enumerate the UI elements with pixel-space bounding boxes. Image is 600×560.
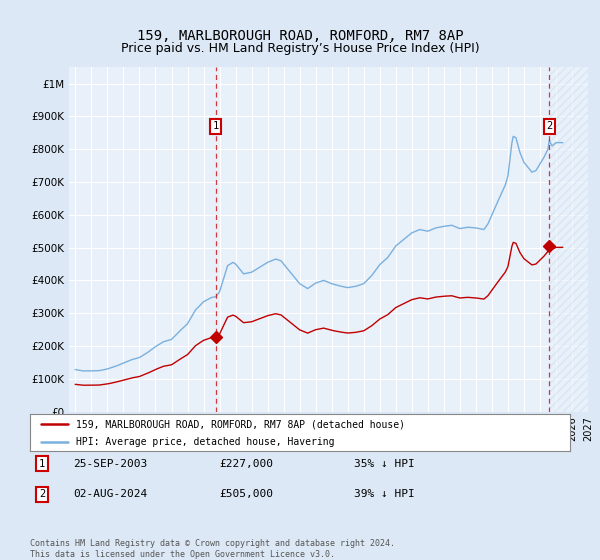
- Text: 02-AUG-2024: 02-AUG-2024: [73, 489, 148, 500]
- Text: 159, MARLBOROUGH ROAD, ROMFORD, RM7 8AP: 159, MARLBOROUGH ROAD, ROMFORD, RM7 8AP: [137, 29, 463, 43]
- Bar: [549, 67, 588, 412]
- Text: HPI: Average price, detached house, Havering: HPI: Average price, detached house, Have…: [76, 437, 334, 447]
- Text: 159, MARLBOROUGH ROAD, ROMFORD, RM7 8AP (detached house): 159, MARLBOROUGH ROAD, ROMFORD, RM7 8AP …: [76, 419, 405, 429]
- Bar: [549, 67, 588, 412]
- Text: Price paid vs. HM Land Registry’s House Price Index (HPI): Price paid vs. HM Land Registry’s House …: [121, 42, 479, 55]
- Text: 2: 2: [546, 122, 553, 131]
- Text: 35% ↓ HPI: 35% ↓ HPI: [354, 459, 415, 469]
- Text: £505,000: £505,000: [219, 489, 273, 500]
- Text: 1: 1: [212, 122, 218, 131]
- Text: £227,000: £227,000: [219, 459, 273, 469]
- Bar: [549, 67, 588, 412]
- Text: Contains HM Land Registry data © Crown copyright and database right 2024.
This d: Contains HM Land Registry data © Crown c…: [30, 539, 395, 559]
- Text: 25-SEP-2003: 25-SEP-2003: [73, 459, 148, 469]
- Text: 2: 2: [39, 489, 45, 500]
- Text: 1: 1: [39, 459, 45, 469]
- Text: 39% ↓ HPI: 39% ↓ HPI: [354, 489, 415, 500]
